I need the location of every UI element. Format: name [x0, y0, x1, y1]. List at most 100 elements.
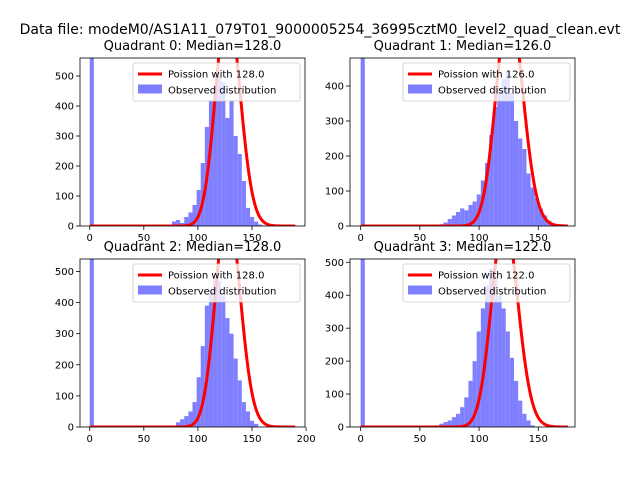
x-tick-label: 150	[529, 434, 548, 445]
x-tick-label: 0	[357, 434, 363, 445]
histogram-bar	[237, 154, 242, 226]
legend-observed-label: Observed distribution	[168, 86, 276, 97]
histogram-bar	[509, 357, 515, 427]
histogram-bar	[184, 217, 189, 226]
x-tick-label: 0	[87, 233, 93, 244]
histogram-bar	[258, 224, 263, 226]
histogram-bar	[200, 346, 205, 427]
y-tick-label: 300	[55, 132, 74, 143]
histogram-bar	[497, 89, 502, 226]
histogram-bar	[237, 380, 242, 427]
poisson-curve	[88, 259, 297, 427]
histogram-bar	[451, 215, 456, 226]
subplot-quadrant-1: 0 50 100 150 0 100 200 300 400 Quadrant 1: Median…	[325, 39, 576, 244]
y-tick-label: 200	[55, 360, 74, 371]
legend-box	[132, 62, 301, 102]
histogram-bar	[229, 333, 234, 427]
histogram-bar	[241, 402, 246, 427]
y-tick-label: 400	[325, 82, 344, 93]
histogram-bar	[360, 259, 365, 427]
legend-poisson-label: Poission with 128.0	[168, 70, 264, 81]
x-tick-label: 150	[242, 233, 261, 244]
histogram-bar	[213, 277, 218, 427]
histogram-bar	[233, 358, 238, 427]
histogram-bar	[204, 305, 209, 427]
histogram-bar	[221, 82, 226, 226]
histogram-bar	[472, 361, 477, 427]
histogram-bar	[455, 413, 461, 427]
histogram-bar	[360, 58, 365, 226]
histogram-bar	[233, 136, 238, 226]
histogram-bar	[89, 259, 94, 427]
legend-observed-swatch	[408, 285, 432, 295]
x-tick-label: 50	[137, 233, 150, 244]
legend-poisson-label: Poission with 126.0	[438, 70, 534, 81]
histogram-bar	[451, 417, 456, 427]
legend-observed-label: Observed distribution	[438, 287, 546, 298]
y-tick-label: 400	[55, 298, 74, 309]
legend: Poission with 128.0 Observed distribution	[132, 263, 301, 303]
histogram-bar	[505, 331, 510, 427]
histogram-bar	[176, 220, 181, 226]
x-tick-label: 50	[137, 434, 150, 445]
histogram-bar	[476, 331, 481, 427]
subplot-title: Quadrant 0: Median=128.0	[104, 39, 282, 54]
x-tick-label: 150	[529, 233, 548, 244]
legend-poisson-label: Poission with 122.0	[438, 271, 534, 282]
histogram-bar	[221, 296, 226, 427]
subplot-quadrant-3: 0 50 100 150 0 100 200 300 400 500 Quadrant 3: Med…	[325, 240, 576, 445]
legend-poisson-label: Poission with 128.0	[168, 271, 264, 282]
y-tick-label: 300	[55, 329, 74, 340]
histogram-bar	[439, 423, 444, 427]
histogram-bar	[188, 411, 193, 427]
histogram-bar	[534, 198, 539, 226]
histogram-bar	[489, 268, 494, 427]
histogram-bar	[245, 208, 251, 226]
histogram-bar	[192, 402, 197, 427]
x-tick-label: 100	[188, 233, 207, 244]
legend: Poission with 122.0 Observed distribution	[402, 263, 571, 303]
histogram-bar	[245, 411, 251, 427]
histogram-bar	[485, 163, 490, 226]
y-tick-label: 0	[68, 423, 74, 434]
histogram-bar	[460, 407, 465, 427]
histogram-bar	[538, 208, 544, 226]
histogram-bar	[518, 138, 523, 226]
histogram-bar	[184, 416, 189, 427]
histogram-bar	[505, 72, 510, 226]
histogram-bar	[493, 278, 498, 427]
histogram-bar	[501, 79, 506, 226]
legend-box	[402, 263, 571, 303]
histogram-bar	[188, 212, 193, 226]
legend-box	[132, 263, 301, 303]
histogram-bar	[196, 377, 201, 427]
x-tick-label: 150	[242, 434, 261, 445]
histogram-bar	[514, 380, 519, 427]
histogram-bar	[176, 422, 181, 427]
axes-frame	[349, 57, 576, 227]
histogram-bar	[501, 308, 506, 427]
histogram-bar	[180, 419, 185, 427]
y-tick-label: 100	[325, 390, 344, 401]
histogram-bar	[443, 222, 448, 226]
axes-frame	[79, 57, 306, 227]
histogram-bar	[89, 58, 94, 226]
axes-frame	[349, 258, 576, 428]
figure-title: Data file: modeM0/AS1A11_079T01_90000052…	[20, 22, 621, 38]
histogram-bar	[250, 420, 255, 427]
histogram-bar	[208, 100, 214, 226]
y-tick-label: 500	[55, 72, 74, 83]
histogram-bar	[196, 190, 201, 226]
histogram-bar	[455, 212, 461, 226]
histogram-bars	[89, 259, 259, 427]
histogram-bar	[530, 187, 535, 226]
histogram-bar	[522, 149, 527, 226]
histogram-bar	[509, 93, 515, 226]
subplot-title: Quadrant 3: Median=122.0	[374, 240, 552, 255]
poisson-curve	[359, 259, 569, 427]
y-tick-label: 200	[325, 357, 344, 368]
histogram-bar	[464, 397, 469, 427]
y-tick-label: 0	[68, 222, 74, 233]
